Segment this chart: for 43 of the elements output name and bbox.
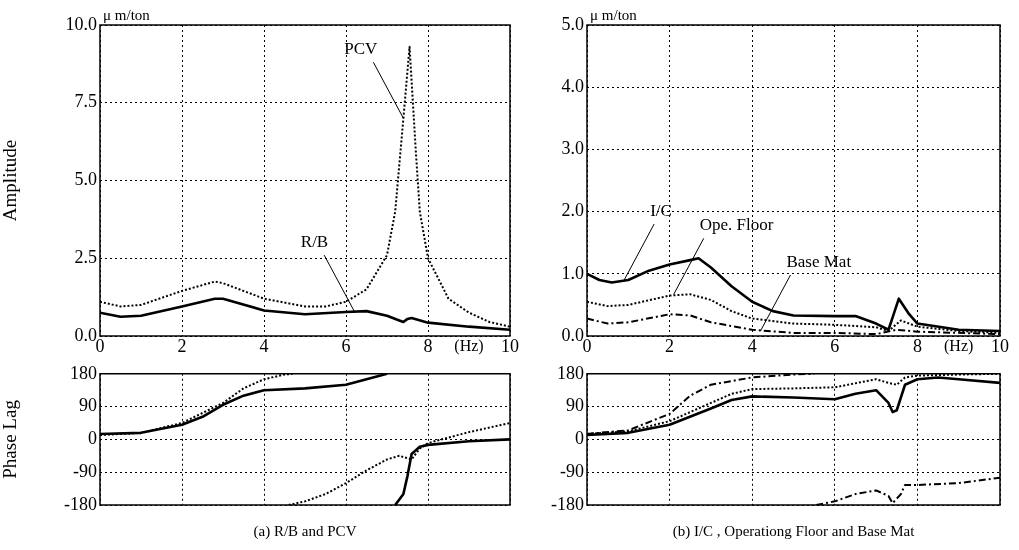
x-tick-label: 10 xyxy=(501,335,519,356)
y-tick-label: -90 xyxy=(560,460,584,481)
y-tick-label: 0 xyxy=(575,428,584,449)
y-tick-label: 3.0 xyxy=(561,138,584,159)
annotation: R/B xyxy=(300,232,329,252)
y-tick-label: 5.0 xyxy=(561,13,584,34)
y-tick-label: 0.0 xyxy=(74,324,97,345)
y-tick-label: 180 xyxy=(70,362,97,383)
y-tick-label: 7.5 xyxy=(74,91,97,112)
y-axis-title: Amplitude xyxy=(0,139,21,222)
x-tick-label: 4 xyxy=(259,335,269,356)
y-tick-label: -90 xyxy=(73,460,97,481)
y-tick-label: 5.0 xyxy=(74,169,97,190)
text: μ m/ton xyxy=(590,7,638,24)
y-tick-label: 0.0 xyxy=(561,324,584,345)
y-tick-label: -180 xyxy=(64,493,97,514)
annotation: Base Mat xyxy=(786,251,852,271)
y-tick-label: 4.0 xyxy=(561,75,584,96)
y-axis-title: Phase Lag xyxy=(0,399,21,479)
x-tick-label: 6 xyxy=(830,335,840,356)
y-tick-label: 2.5 xyxy=(74,246,97,267)
text: μ m/ton xyxy=(103,7,151,24)
y-tick-label: 0 xyxy=(88,428,97,449)
x-tick-label: 10 xyxy=(991,335,1009,356)
text: (b) I/C , Operationg Floor and Base Mat xyxy=(672,523,916,541)
x-tick-label: 8 xyxy=(423,335,433,356)
x-tick-label: 2 xyxy=(665,335,675,356)
y-tick-label: 90 xyxy=(566,395,584,416)
y-tick-label: -180 xyxy=(551,493,584,514)
y-tick-label: 1.0 xyxy=(561,262,584,283)
x-tick-label: 2 xyxy=(177,335,187,356)
y-tick-label: 180 xyxy=(557,362,584,383)
text: (a) R/B and PCV xyxy=(253,523,357,541)
x-tick-label: 8 xyxy=(912,335,922,356)
y-tick-label: 2.0 xyxy=(561,200,584,221)
x-axis-title: (Hz) xyxy=(944,337,974,356)
annotation: PCV xyxy=(344,39,379,59)
x-tick-label: 6 xyxy=(341,335,351,356)
y-tick-label: 10.0 xyxy=(65,13,97,34)
y-tick-label: 90 xyxy=(79,395,97,416)
x-tick-label: 4 xyxy=(747,335,757,356)
annotation: Ope. Floor xyxy=(699,215,774,235)
x-axis-title: (Hz) xyxy=(454,337,484,356)
